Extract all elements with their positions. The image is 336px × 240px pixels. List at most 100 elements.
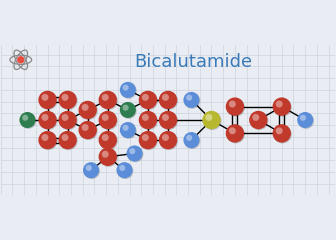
Circle shape xyxy=(102,114,109,121)
Circle shape xyxy=(229,101,236,108)
Circle shape xyxy=(99,132,118,150)
Circle shape xyxy=(159,111,177,129)
Circle shape xyxy=(102,151,109,158)
Circle shape xyxy=(120,122,136,138)
Circle shape xyxy=(99,149,118,167)
Circle shape xyxy=(59,112,78,130)
Circle shape xyxy=(250,112,268,130)
Circle shape xyxy=(139,91,158,110)
Circle shape xyxy=(249,111,267,129)
Circle shape xyxy=(142,134,149,141)
Circle shape xyxy=(184,133,200,149)
Circle shape xyxy=(58,91,77,109)
Circle shape xyxy=(117,162,132,178)
Circle shape xyxy=(99,91,118,110)
Circle shape xyxy=(98,91,117,109)
Circle shape xyxy=(226,98,245,117)
Circle shape xyxy=(120,102,136,118)
Circle shape xyxy=(22,115,28,121)
Circle shape xyxy=(139,111,157,129)
Circle shape xyxy=(79,101,97,119)
Circle shape xyxy=(79,121,97,139)
Circle shape xyxy=(39,91,57,110)
Circle shape xyxy=(59,91,78,110)
Circle shape xyxy=(226,97,244,116)
Circle shape xyxy=(39,112,57,130)
Circle shape xyxy=(86,165,92,171)
Circle shape xyxy=(183,92,200,108)
Circle shape xyxy=(276,101,283,108)
Circle shape xyxy=(79,102,98,120)
Circle shape xyxy=(252,114,259,121)
Circle shape xyxy=(58,111,77,129)
Circle shape xyxy=(160,132,178,150)
Circle shape xyxy=(142,114,149,121)
Circle shape xyxy=(123,84,129,91)
Circle shape xyxy=(39,132,57,150)
Circle shape xyxy=(127,145,142,162)
Circle shape xyxy=(274,125,292,144)
Circle shape xyxy=(123,125,129,131)
Circle shape xyxy=(82,104,89,111)
Circle shape xyxy=(186,135,192,141)
Circle shape xyxy=(19,112,36,128)
Circle shape xyxy=(298,113,314,129)
Circle shape xyxy=(98,131,117,149)
Circle shape xyxy=(102,134,109,141)
Circle shape xyxy=(120,82,136,98)
Circle shape xyxy=(272,124,291,143)
Circle shape xyxy=(162,94,169,101)
Circle shape xyxy=(202,111,221,129)
Circle shape xyxy=(139,132,158,150)
Circle shape xyxy=(162,114,169,121)
Circle shape xyxy=(82,124,89,131)
Circle shape xyxy=(272,97,291,116)
Circle shape xyxy=(183,132,200,148)
Circle shape xyxy=(162,134,169,141)
Circle shape xyxy=(142,94,149,101)
Circle shape xyxy=(98,148,117,166)
Circle shape xyxy=(186,95,192,101)
Circle shape xyxy=(102,94,109,101)
Circle shape xyxy=(159,131,177,149)
Circle shape xyxy=(226,125,245,144)
Circle shape xyxy=(99,112,118,130)
Circle shape xyxy=(59,132,78,150)
Circle shape xyxy=(18,57,24,63)
Circle shape xyxy=(160,112,178,130)
Circle shape xyxy=(184,93,200,109)
Circle shape xyxy=(41,134,48,141)
Circle shape xyxy=(297,112,313,128)
Circle shape xyxy=(274,98,292,117)
Circle shape xyxy=(229,127,236,134)
Circle shape xyxy=(160,91,178,110)
Circle shape xyxy=(38,131,57,149)
Circle shape xyxy=(61,134,69,141)
Circle shape xyxy=(117,163,133,179)
Circle shape xyxy=(38,111,57,129)
Circle shape xyxy=(159,91,177,109)
Circle shape xyxy=(139,112,158,130)
Circle shape xyxy=(98,111,117,129)
Circle shape xyxy=(61,94,69,101)
Circle shape xyxy=(226,124,244,143)
Circle shape xyxy=(127,146,143,162)
Circle shape xyxy=(84,163,100,179)
Circle shape xyxy=(139,91,157,109)
Circle shape xyxy=(41,94,48,101)
Circle shape xyxy=(300,115,306,121)
Circle shape xyxy=(38,91,57,109)
Circle shape xyxy=(79,122,98,140)
Circle shape xyxy=(41,114,48,121)
Text: Bicalutamide: Bicalutamide xyxy=(134,53,252,71)
Circle shape xyxy=(129,148,135,154)
Circle shape xyxy=(20,113,36,129)
Circle shape xyxy=(139,131,157,149)
Circle shape xyxy=(276,127,283,134)
Circle shape xyxy=(205,114,212,121)
Circle shape xyxy=(83,162,99,178)
Circle shape xyxy=(203,112,221,130)
Circle shape xyxy=(121,103,137,119)
Circle shape xyxy=(61,114,69,121)
Circle shape xyxy=(121,83,137,99)
